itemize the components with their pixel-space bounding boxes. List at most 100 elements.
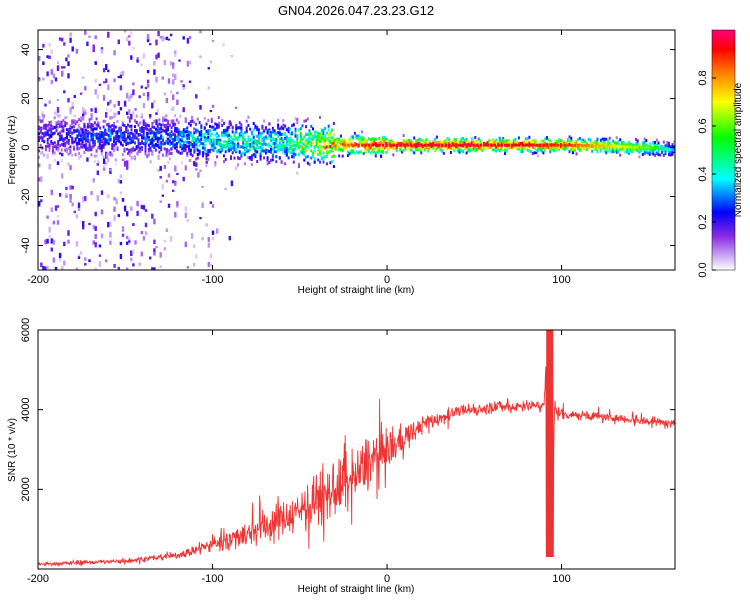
top-x-tick-label: 0 (384, 274, 390, 286)
spectrogram-ridge-cell (161, 116, 164, 120)
spectrogram-ridge-cell (202, 152, 204, 156)
spectrogram-ridge-cell (509, 144, 512, 148)
spectrogram-ridge-cell (74, 153, 77, 157)
spectrogram-ridge-cell (334, 143, 337, 147)
spectrogram-cell (169, 90, 173, 94)
spectrogram-ridge-cell (41, 111, 44, 115)
spectrogram-ridge-cell (127, 141, 129, 145)
spectrogram-ridge-cell (322, 139, 325, 143)
spectrogram-ridge-cell (43, 114, 46, 118)
spectrogram-ridge-cell (46, 138, 49, 142)
spectrogram-ridge-cell (58, 134, 61, 138)
spectrogram-ridge-cell (421, 139, 424, 142)
spectrogram-cell (113, 197, 116, 201)
spectrogram-cell (113, 50, 116, 56)
spectrogram-ridge-cell (469, 146, 472, 150)
spectrogram-ridge-cell (170, 147, 173, 151)
spectrogram-cell (109, 99, 112, 104)
spectrogram-ridge-core (549, 143, 552, 147)
spectrogram-ridge-cell (418, 143, 421, 147)
spectrogram-ridge-cell (151, 121, 154, 125)
spectrogram-ridge-cell (240, 123, 243, 127)
spectrogram-ridge-cell (495, 149, 498, 153)
spectrogram-cell (126, 92, 129, 99)
spectrogram-ridge-cell (261, 149, 264, 153)
spectrogram-ridge-cell (195, 139, 198, 143)
spectrogram-ridge-cell (275, 160, 278, 164)
spectrogram-ridge-cell (53, 158, 56, 162)
spectrogram-ridge-core (364, 143, 367, 147)
spectrogram-ridge-cell (327, 128, 330, 132)
spectrogram-ridge-cell (249, 143, 252, 146)
colorbar-axes: 0.00.20.40.60.8 (697, 70, 716, 278)
spectrogram-cell (172, 62, 175, 67)
spectrogram-ridge-cell (217, 140, 220, 144)
spectrogram-ridge-cell (301, 142, 304, 146)
spectrogram-ridge-cell (428, 140, 431, 144)
spectrogram-ridge-cell (97, 135, 100, 139)
spectrogram-ridge-cell (287, 137, 290, 141)
spectrogram-ridge-cell (79, 134, 82, 138)
spectrogram-cell (61, 66, 64, 69)
spectrogram-ridge-cell (254, 149, 257, 153)
spectrogram-ridge-core (587, 144, 591, 148)
spectrogram-ridge-cell (113, 126, 115, 130)
spectrogram-ridge-cell (298, 145, 300, 149)
spectrogram-ridge-cell (121, 137, 124, 141)
spectrogram-ridge-cell (671, 143, 674, 147)
spectrogram-ridge-cell (622, 140, 625, 144)
spectrogram-ridge-cell (326, 162, 328, 166)
spectrogram-ridge-cell (207, 157, 210, 161)
spectrogram-cell (126, 211, 129, 217)
spectrogram-ridge-cell (238, 157, 241, 160)
spectrogram-ridge-cell (238, 150, 241, 154)
spectrogram-ridge-cell (305, 149, 307, 153)
spectrogram-ridge-cell (282, 119, 285, 123)
spectrogram-ridge-cell (470, 142, 473, 146)
spectrogram-ridge-cell (114, 112, 117, 116)
spectrogram-ridge-cell (502, 140, 505, 144)
spectrogram-ridge-cell (315, 138, 318, 142)
spectrogram-ridge-cell (231, 125, 234, 129)
spectrogram-ridge-cell (603, 141, 606, 145)
spectrogram-ridge-cell (217, 138, 220, 142)
spectrogram-ridge-cell (114, 134, 117, 138)
spectrogram-ridge-cell (179, 145, 182, 149)
spectrogram-ridge-cell (282, 147, 285, 151)
spectrogram-ridge-cell (221, 134, 224, 138)
spectrogram-ridge-cell (416, 148, 419, 151)
spectrogram-ridge-cell (48, 149, 51, 153)
spectrogram-ridge-cell (648, 145, 651, 149)
spectrogram-ridge-cell (509, 141, 512, 145)
spectrogram-ridge-cell (212, 146, 215, 150)
spectrogram-cell (211, 230, 215, 235)
spectrogram-ridge-cell (207, 132, 210, 136)
spectrogram-ridge-cell (270, 132, 273, 136)
spectrogram-ridge-cell (88, 121, 91, 125)
spectrogram-ridge-cell (93, 121, 96, 125)
colorbar-tick-label: 0.4 (697, 166, 709, 181)
spectrogram-ridge-cell (545, 145, 548, 149)
spectrogram-ridge-cell (99, 134, 102, 138)
spectrogram-ridge-cell (271, 158, 274, 162)
spectrogram-ridge-cell (217, 125, 220, 129)
spectrogram-cell (79, 130, 83, 136)
spectrogram-ridge-cell (195, 157, 198, 161)
spectrogram-ridge-core (427, 143, 430, 147)
spectrogram-ridge-cell (648, 142, 651, 146)
spectrogram-ridge-cell (324, 136, 327, 140)
spectrogram-ridge-cell (216, 155, 218, 159)
spectrogram-ridge-cell (266, 136, 269, 140)
spectrogram-ridge-cell (383, 146, 386, 150)
spectrogram-cell (153, 218, 156, 225)
spectrogram-cell (190, 233, 194, 239)
spectrogram-ridge-cell (97, 139, 100, 143)
spectrogram-ridge-core (626, 145, 629, 149)
spectrogram-ridge-cell (657, 153, 660, 157)
spectrogram-cell (167, 173, 171, 178)
spectrogram-ridge-cell (104, 137, 107, 141)
spectrogram-ridge-cell (175, 148, 178, 152)
spectrogram-ridge-cell (364, 149, 367, 153)
spectrogram-ridge-cell (373, 147, 376, 151)
spectrogram-ridge-cell (160, 148, 163, 152)
